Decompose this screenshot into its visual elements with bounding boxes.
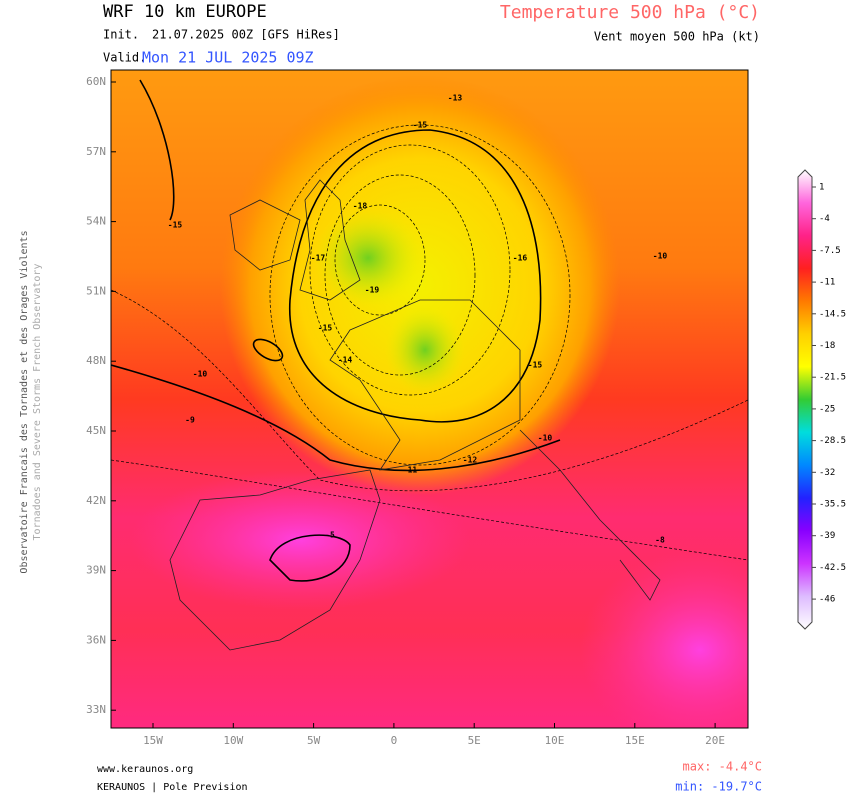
lon-label: 15W [143, 734, 163, 747]
colorbar-label: 1 [819, 183, 824, 193]
lat-label: 36N [86, 633, 106, 646]
contour-label: -18 [353, 202, 368, 211]
contour-label: -15 [413, 121, 428, 130]
contour-label: -8 [655, 536, 665, 545]
max: max: -4.4°C [683, 760, 762, 774]
lon-label: 5E [468, 734, 481, 747]
lat-label: 42N [86, 494, 106, 507]
contour-label: -9 [185, 416, 195, 425]
lon-label: 20E [705, 734, 725, 747]
lon-label: 10E [545, 734, 565, 747]
lat-label: 51N [86, 284, 106, 297]
lat-label: 48N [86, 354, 106, 367]
side-text: Observatoire Francais des Tornades et de… [19, 230, 30, 573]
contour-label: -11 [403, 466, 418, 475]
colorbar-label: -28.5 [819, 436, 846, 446]
contour-label: -10 [538, 434, 553, 443]
colorbar-label: -39 [819, 531, 835, 541]
min: min: -19.7°C [675, 780, 762, 794]
map-field [111, 70, 748, 728]
colorbar [797, 169, 813, 630]
colorbar-label: -4 [819, 214, 830, 224]
init: 21.07.2025 00Z [GFS HiRes] [152, 28, 340, 42]
colorbar-label: -46 [819, 595, 835, 605]
contour-label: -15 [528, 361, 543, 370]
colorbar-label: -7.5 [819, 246, 841, 256]
company: KERAUNOS | Pole Prevision [97, 782, 248, 793]
colorbar-label: -11 [819, 278, 835, 288]
contour-label: -10 [653, 252, 668, 261]
lat-label: 60N [86, 75, 106, 88]
colorbar-label: -42.5 [819, 563, 846, 573]
lat-label: 39N [86, 564, 106, 577]
side-text: Tornadoes and Severe Storms French Obser… [32, 264, 43, 541]
contour-label: -10 [193, 370, 208, 379]
colorbar-label: -35.5 [819, 500, 846, 510]
contour-label: -15 [318, 324, 333, 333]
contour-label: -17 [311, 254, 326, 263]
lat-label: 54N [86, 215, 106, 228]
colorbar-label: -25 [819, 404, 835, 414]
contour-label: -12 [463, 456, 478, 465]
contour-label: -13 [448, 94, 463, 103]
contour-label: -16 [513, 254, 528, 263]
lon-label: 0 [391, 734, 398, 747]
map-frame [110, 69, 749, 729]
valid: Mon 21 JUL 2025 09Z [142, 49, 314, 67]
colorbar-label: -21.5 [819, 373, 846, 383]
lat-label: 33N [86, 703, 106, 716]
lat-label: 57N [86, 145, 106, 158]
contour-label: -14 [338, 356, 353, 365]
title: WRF 10 km EUROPE [103, 2, 267, 22]
lat-label: 45N [86, 424, 106, 437]
colorbar-label: -18 [819, 341, 835, 351]
wind: Vent moyen 500 hPa (kt) [594, 30, 760, 44]
valid-label: Valid. [103, 51, 146, 65]
colorbar-label: -32 [819, 468, 835, 478]
site: www.keraunos.org [97, 764, 193, 775]
parameter: Temperature 500 hPa (°C) [500, 2, 760, 23]
init-label: Init. [103, 28, 139, 42]
contour-label: -5 [325, 531, 335, 540]
colorbar-label: -14.5 [819, 309, 846, 319]
lon-label: 15E [625, 734, 645, 747]
contour-label: -19 [365, 286, 380, 295]
lon-label: 10W [223, 734, 243, 747]
contour-label: -15 [168, 221, 183, 230]
lon-label: 5W [307, 734, 321, 747]
